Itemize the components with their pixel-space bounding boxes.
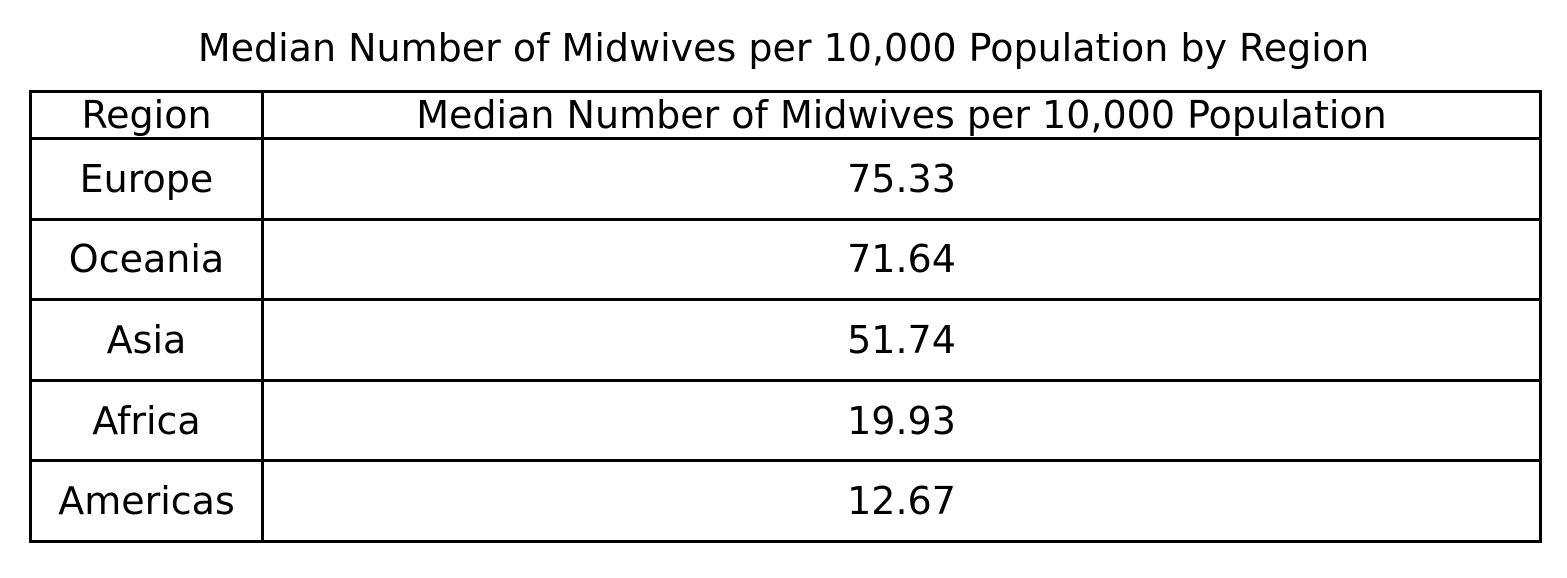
table-row: Americas 12.67	[29, 459, 1542, 543]
table-row: Asia 51.74	[29, 298, 1542, 382]
chart-title: Median Number of Midwives per 10,000 Pop…	[197, 26, 1370, 70]
table-row: Europe 75.33	[29, 137, 1542, 221]
value-cell: 19.93	[261, 378, 1542, 463]
region-cell: Asia	[29, 298, 264, 382]
table-row: Africa 19.93	[29, 378, 1542, 463]
value-cell: 51.74	[261, 298, 1542, 382]
value-cell: 71.64	[261, 217, 1542, 302]
region-cell: Oceania	[29, 217, 264, 302]
column-header-region: Region	[29, 90, 264, 140]
data-table: Region Median Number of Midwives per 10,…	[29, 90, 1542, 543]
value-cell: 12.67	[261, 459, 1542, 543]
region-cell: Africa	[29, 378, 264, 463]
column-header-value: Median Number of Midwives per 10,000 Pop…	[261, 90, 1542, 140]
table-row: Oceania 71.64	[29, 217, 1542, 302]
value-cell: 75.33	[261, 137, 1542, 221]
region-cell: Europe	[29, 137, 264, 221]
header-row: Region Median Number of Midwives per 10,…	[29, 90, 1542, 140]
region-cell: Americas	[29, 459, 264, 543]
